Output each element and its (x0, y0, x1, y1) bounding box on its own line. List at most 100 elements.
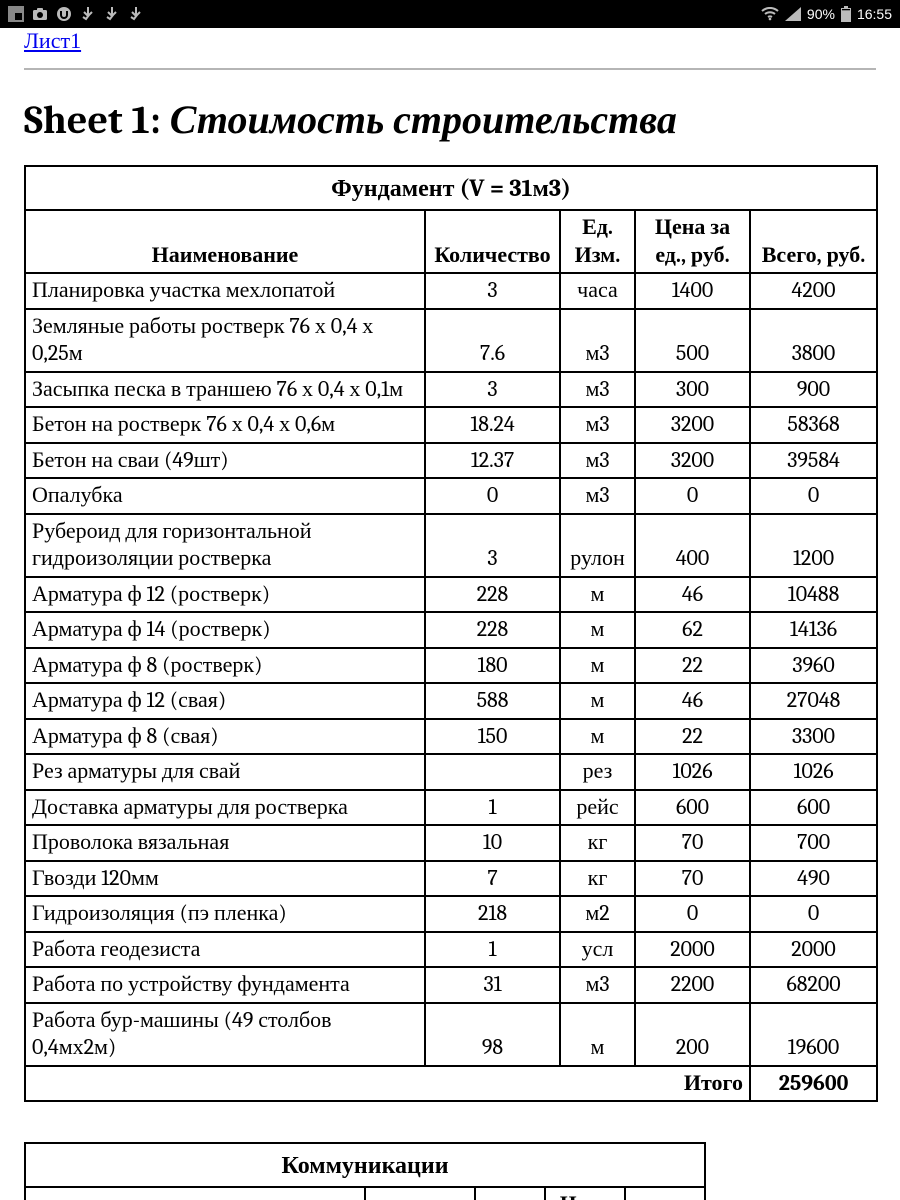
cell: 1026 (750, 754, 877, 790)
cell: 3 (425, 372, 560, 408)
cell: 39584 (750, 443, 877, 479)
cell: м3 (560, 309, 635, 372)
cell: рейс (560, 790, 635, 826)
table-row: Арматура ф 12 (свая)588м4627048 (25, 683, 877, 719)
table-row: Бетон на ростверк 76 х 0,4 х 0,6м18.24м3… (25, 407, 877, 443)
table-row: Доставка арматуры для ростверка1рейс6006… (25, 790, 877, 826)
col-header (25, 1187, 365, 1200)
flipboard-icon (8, 6, 24, 22)
cell: кг (560, 825, 635, 861)
cell: 1 (425, 932, 560, 968)
cell: 3300 (750, 719, 877, 755)
col-header: Цена за ед., руб. (635, 210, 750, 273)
table-caption: Фундамент (V = 31м3) (25, 166, 877, 210)
wifi-icon (761, 7, 779, 21)
table-row: Работа бур-машины (49 столбов 0,4мх2м)98… (25, 1003, 877, 1066)
table-row: Арматура ф 14 (ростверк)228м6214136 (25, 612, 877, 648)
col-header (625, 1187, 705, 1200)
cell: 18.24 (425, 407, 560, 443)
cell: Проволока вязальная (25, 825, 425, 861)
table-row: Гвозди 120мм7кг70490 (25, 861, 877, 897)
cell: 0 (750, 478, 877, 514)
cell: 588 (425, 683, 560, 719)
foundation-cost-table: Фундамент (V = 31м3) НаименованиеКоличес… (24, 165, 878, 1102)
cell: 62 (635, 612, 750, 648)
cell: 10 (425, 825, 560, 861)
cell: м3 (560, 407, 635, 443)
cell: 2000 (750, 932, 877, 968)
cell: рулон (560, 514, 635, 577)
utorrent-icon (56, 6, 72, 22)
col-header: Всего, руб. (750, 210, 877, 273)
cell: м3 (560, 967, 635, 1003)
cell: 600 (635, 790, 750, 826)
cell: Арматура ф 8 (ростверк) (25, 648, 425, 684)
cell: м3 (560, 478, 635, 514)
divider (24, 68, 876, 70)
cell: Планировка участка мехлопатой (25, 273, 425, 309)
col-header: Наименование (25, 210, 425, 273)
cell: 27048 (750, 683, 877, 719)
cell: Рубероид для горизонтальной гидроизоляци… (25, 514, 425, 577)
cell: 31 (425, 967, 560, 1003)
download-done-icon (104, 6, 120, 22)
cell: Арматура ф 8 (свая) (25, 719, 425, 755)
cell: 500 (635, 309, 750, 372)
cell: 22 (635, 719, 750, 755)
table-row: Земляные работы ростверк 76 х 0,4 х 0,25… (25, 309, 877, 372)
total-label: Итого (25, 1066, 750, 1102)
cell: 98 (425, 1003, 560, 1066)
cell: 3200 (635, 407, 750, 443)
table-row: Засыпка песка в траншею 76 х 0,4 х 0,1м3… (25, 372, 877, 408)
cell: Гвозди 120мм (25, 861, 425, 897)
cell: 180 (425, 648, 560, 684)
cell: 490 (750, 861, 877, 897)
cell: Рез арматуры для свай (25, 754, 425, 790)
sheet-link[interactable]: Лист1 (24, 28, 81, 53)
cell: рез (560, 754, 635, 790)
battery-icon (841, 6, 851, 22)
table-caption: Коммуникации (25, 1143, 705, 1187)
cell: 19600 (750, 1003, 877, 1066)
cell: м (560, 683, 635, 719)
cell: 3200 (635, 443, 750, 479)
cell: Засыпка песка в траншею 76 х 0,4 х 0,1м (25, 372, 425, 408)
cell: 2200 (635, 967, 750, 1003)
cell: м (560, 577, 635, 613)
cell: 3 (425, 273, 560, 309)
cell: 0 (635, 478, 750, 514)
battery-percent: 90% (807, 6, 835, 22)
cell: 0 (750, 896, 877, 932)
cell: Бетон на ростверк 76 х 0,4 х 0,6м (25, 407, 425, 443)
title-prefix: Sheet 1: (24, 97, 170, 143)
cell: часа (560, 273, 635, 309)
table-row: Работа по устройству фундамента31м322006… (25, 967, 877, 1003)
table-row: Опалубка0м300 (25, 478, 877, 514)
cell: 228 (425, 612, 560, 648)
communications-table: Коммуникации Цена (24, 1142, 706, 1200)
title-name: Стоимость строительства (170, 97, 677, 143)
table-row: Бетон на сваи (49шт)12.37м3320039584 (25, 443, 877, 479)
cell: Работа бур-машины (49 столбов 0,4мх2м) (25, 1003, 425, 1066)
cell: 70 (635, 861, 750, 897)
cell: 400 (635, 514, 750, 577)
download-done-icon (80, 6, 96, 22)
table-row: Арматура ф 12 (ростверк)228м4610488 (25, 577, 877, 613)
cell: Бетон на сваи (49шт) (25, 443, 425, 479)
col-header: Цена (545, 1187, 625, 1200)
clock: 16:55 (857, 6, 892, 22)
table-row: Рубероид для горизонтальной гидроизоляци… (25, 514, 877, 577)
table-row: Гидроизоляция (пэ пленка)218м200 (25, 896, 877, 932)
cell: 68200 (750, 967, 877, 1003)
table-row: Рез арматуры для свайрез10261026 (25, 754, 877, 790)
camera-icon (32, 6, 48, 22)
cell: 228 (425, 577, 560, 613)
cell: 0 (635, 896, 750, 932)
cell: 3800 (750, 309, 877, 372)
cell: 12.37 (425, 443, 560, 479)
cell: 300 (635, 372, 750, 408)
cell: Доставка арматуры для ростверка (25, 790, 425, 826)
cell: 2000 (635, 932, 750, 968)
cell: кг (560, 861, 635, 897)
cell: 200 (635, 1003, 750, 1066)
